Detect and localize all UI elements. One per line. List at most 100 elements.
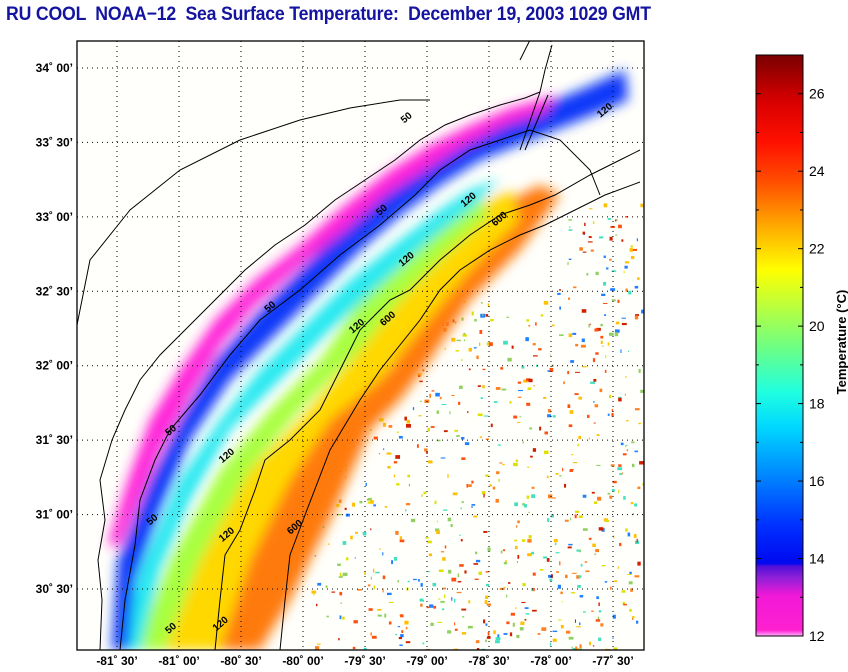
sst-pixel xyxy=(475,551,478,555)
sst-pixel xyxy=(611,488,615,492)
sst-pixel xyxy=(325,585,328,588)
lat-tick-label: 32˚ 00’ xyxy=(36,359,73,373)
sst-pixel xyxy=(458,401,461,405)
sst-pixel xyxy=(483,530,488,533)
sst-pixel xyxy=(618,224,622,229)
sst-pixel xyxy=(588,323,590,328)
sst-pixel xyxy=(579,247,583,251)
sst-pixel xyxy=(471,504,476,506)
sst-pixel xyxy=(622,601,625,605)
sst-pixel xyxy=(624,393,626,396)
sst-pixel xyxy=(614,332,619,337)
sst-pixel xyxy=(517,396,522,398)
sst-pixel xyxy=(393,556,398,561)
sst-pixel xyxy=(436,439,441,442)
sst-pixel xyxy=(625,528,628,532)
sst-pixel xyxy=(416,444,419,448)
sst-pixel xyxy=(588,437,590,440)
lon-tick-label: -79˚ 00’ xyxy=(406,654,447,668)
sst-pixel xyxy=(619,473,623,475)
sst-pixel xyxy=(618,397,622,402)
sst-pixel xyxy=(532,448,537,452)
sst-pixel xyxy=(511,345,514,349)
sst-pixel xyxy=(621,322,627,326)
sst-pixel xyxy=(457,573,460,578)
sst-pixel xyxy=(386,452,392,455)
sst-pixel xyxy=(461,632,467,635)
sst-pixel xyxy=(626,449,629,452)
sst-pixel xyxy=(636,538,638,543)
sst-pixel xyxy=(512,622,515,627)
sst-pixel xyxy=(440,551,445,553)
colorbar-tick-label: 24 xyxy=(809,163,825,179)
sst-pixel xyxy=(487,547,491,552)
sst-pixel xyxy=(482,368,486,371)
sst-pixel xyxy=(495,387,501,390)
sst-pixel xyxy=(455,350,459,352)
sst-pixel xyxy=(576,575,580,579)
sst-pixel xyxy=(400,634,404,638)
sst-pixel xyxy=(574,510,580,513)
sst-pixel xyxy=(518,389,524,392)
sst-pixel xyxy=(354,557,356,559)
sst-pixel xyxy=(541,627,547,631)
sst-pixel xyxy=(634,315,639,320)
sst-pixel xyxy=(461,317,464,321)
sst-pixel xyxy=(393,474,396,478)
sst-pixel xyxy=(569,226,571,229)
isobath-50 xyxy=(119,129,601,650)
sst-pixel xyxy=(624,261,630,264)
sst-pixel xyxy=(638,368,641,373)
sst-pixel xyxy=(352,646,356,650)
sst-pixel xyxy=(555,472,559,475)
sst-pixel xyxy=(519,627,524,631)
sst-pixel xyxy=(493,630,496,635)
sst-pixel xyxy=(559,561,561,566)
sst-pixel xyxy=(551,324,555,327)
sst-pixel xyxy=(570,469,574,471)
sst-pixel xyxy=(592,543,596,548)
sst-pixel xyxy=(574,371,580,373)
sst-pixel xyxy=(527,553,532,557)
sst-pixel xyxy=(610,464,615,467)
sst-pixel xyxy=(589,208,593,210)
sst-pixel xyxy=(459,564,464,567)
sst-pixel xyxy=(578,515,583,518)
sst-pixel xyxy=(474,578,479,581)
sst-pixel xyxy=(618,464,622,467)
sst-pixel xyxy=(456,339,461,342)
sst-pixel xyxy=(615,234,618,236)
sst-pixel xyxy=(377,614,382,617)
sst-pixel xyxy=(543,556,548,559)
sst-pixel xyxy=(527,387,532,390)
sst-band-yellow xyxy=(150,190,520,650)
sst-pixel xyxy=(500,367,504,370)
sst-pixel xyxy=(506,594,508,598)
sst-pixel xyxy=(384,613,387,618)
sst-pixel xyxy=(450,523,453,528)
sst-pixel xyxy=(471,506,474,508)
sst-pixel xyxy=(623,603,627,606)
lat-tick-label: 31˚ 00’ xyxy=(36,508,73,522)
sst-pixel xyxy=(570,517,572,521)
sst-pixel xyxy=(594,404,599,408)
sst-pixel xyxy=(345,557,349,561)
sst-pixel xyxy=(404,416,408,421)
sst-pixel xyxy=(621,317,627,319)
sst-pixel xyxy=(554,542,557,546)
longitude-axis: -81˚ 30’ -81˚ 00’ -80˚ 30’ -80˚ 00’ -79˚ 30’… xyxy=(96,654,633,668)
sst-pixel xyxy=(418,415,422,417)
sst-pixel xyxy=(550,574,553,578)
sst-pixel xyxy=(516,525,518,528)
sst-pixel xyxy=(468,347,472,352)
sst-pixel xyxy=(521,365,525,369)
sst-pixel xyxy=(618,489,620,494)
sst-pixel xyxy=(473,515,478,518)
sst-pixel xyxy=(441,608,445,611)
sst-pixel xyxy=(556,571,559,573)
sst-pixel xyxy=(587,241,593,243)
sst-pixel xyxy=(486,342,490,346)
sst-pixel xyxy=(614,580,618,583)
sst-pixel xyxy=(396,483,400,486)
colorbar xyxy=(755,54,804,637)
